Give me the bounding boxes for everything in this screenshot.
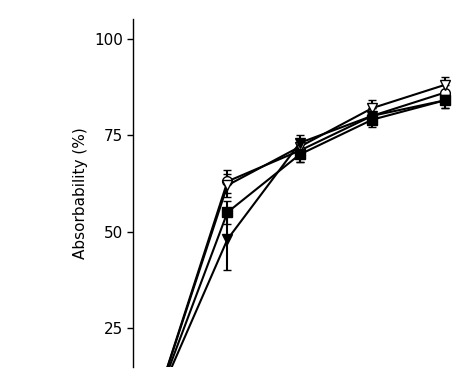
Y-axis label: Absorbability (%): Absorbability (%) bbox=[73, 127, 89, 259]
